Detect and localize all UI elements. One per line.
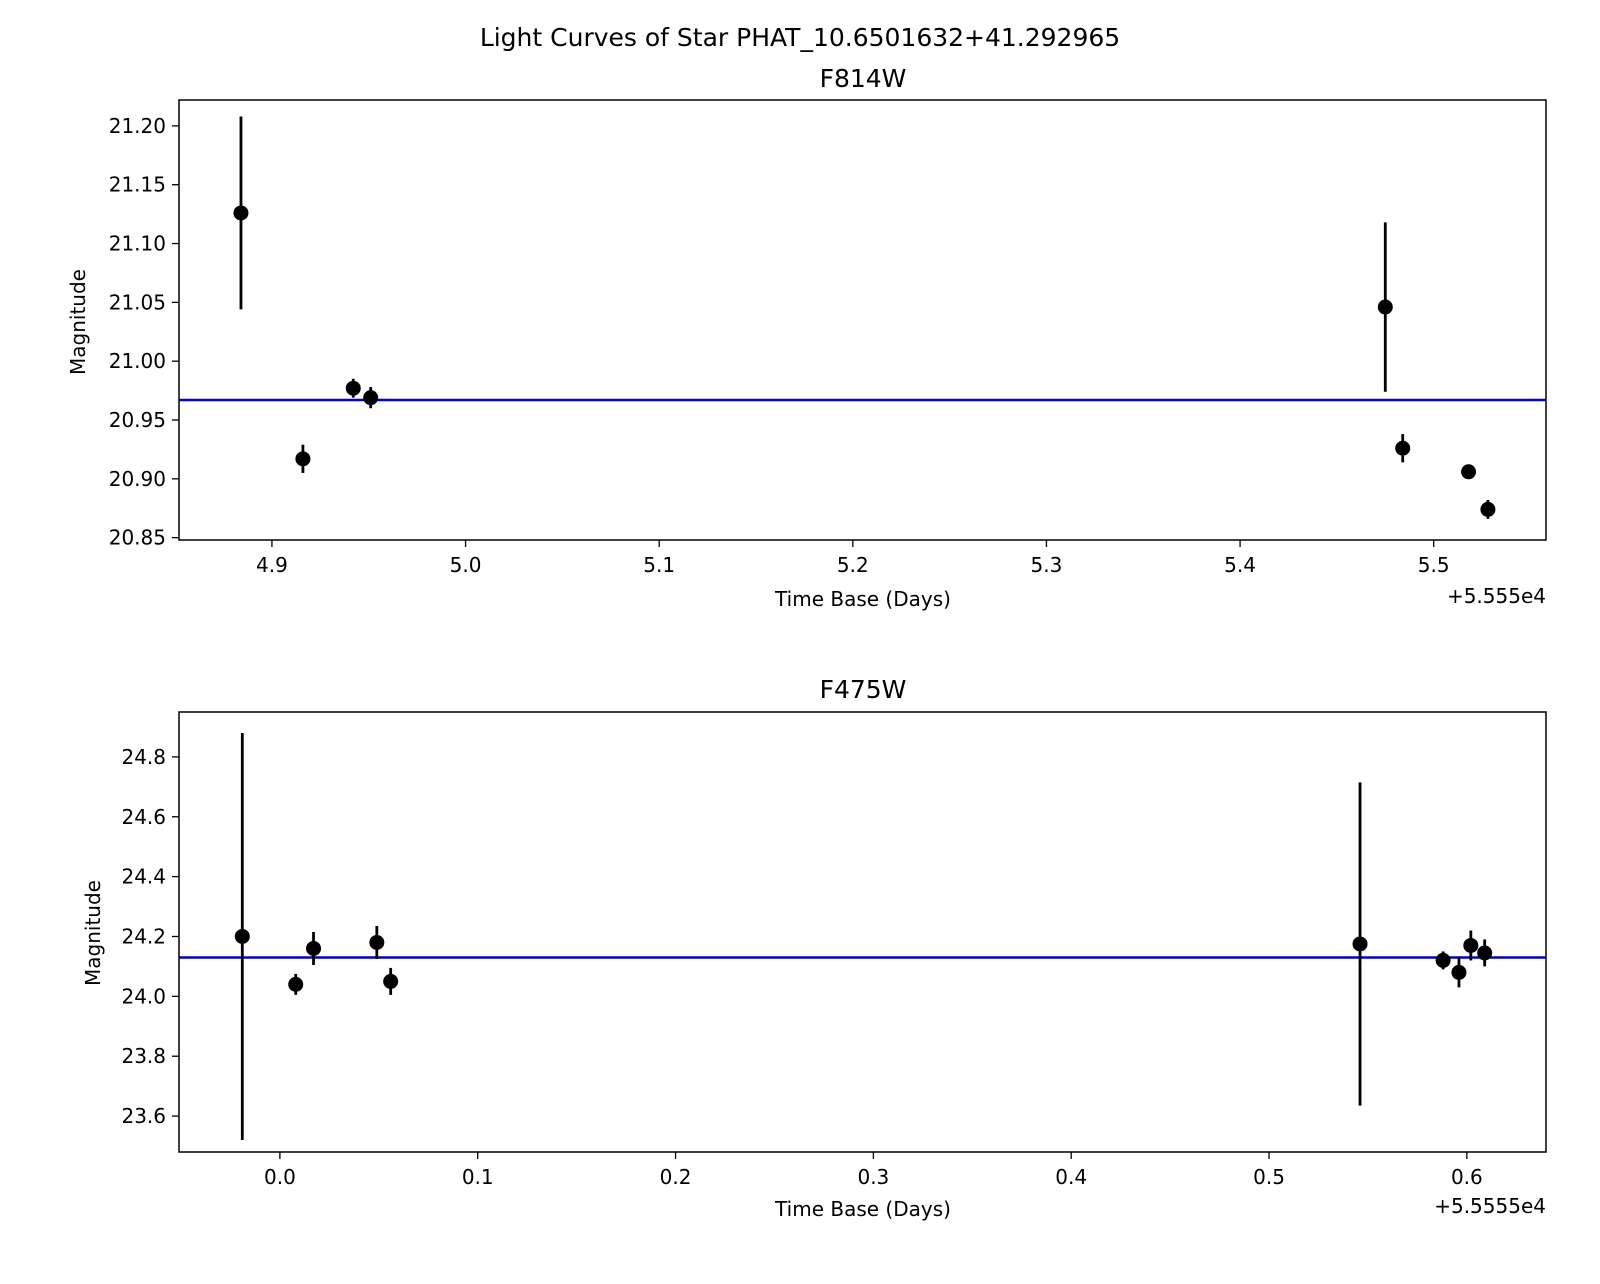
- f814w-xtick-label: 5.4: [1224, 553, 1256, 577]
- f475w-xlabel: Time Base (Days): [774, 1197, 951, 1221]
- f814w-ylabel: Magnitude: [66, 269, 90, 375]
- f814w-data-point: [1377, 299, 1393, 315]
- f814w-xtick-label: 5.1: [643, 553, 675, 577]
- f814w-ytick-label: 21.10: [109, 232, 166, 256]
- f814w-xlabel: Time Base (Days): [774, 587, 951, 611]
- f475w-ytick-label: 23.6: [121, 1104, 166, 1128]
- f475w-data-point: [369, 934, 385, 950]
- f475w-ytick-label: 24.2: [121, 924, 166, 948]
- f814w-xtick-label: 5.2: [837, 553, 869, 577]
- f814w-xtick-label: 4.9: [256, 553, 288, 577]
- f475w-ylabel: Magnitude: [81, 880, 105, 986]
- f814w-ytick-label: 20.90: [109, 467, 166, 491]
- f475w-xtick-label: 0.1: [462, 1165, 494, 1189]
- f814w-ytick-label: 20.95: [109, 408, 166, 432]
- f814w-xtick-label: 5.3: [1031, 553, 1063, 577]
- figure-title: Light Curves of Star PHAT_10.6501632+41.…: [480, 23, 1120, 52]
- f475w-data-point: [1352, 936, 1368, 952]
- f475w-xtick-label: 0.2: [660, 1165, 692, 1189]
- f814w-data-point: [233, 205, 249, 221]
- f475w-data-point: [1477, 945, 1493, 961]
- f475w-data-point: [234, 928, 250, 944]
- f814w-ytick-label: 21.20: [109, 114, 166, 138]
- f814w-axes-frame: [178, 99, 1547, 541]
- f814w-ytick-label: 21.05: [109, 290, 166, 314]
- f475w-ytick-label: 24.8: [121, 745, 166, 769]
- f475w-xtick-label: 0.5: [1253, 1165, 1285, 1189]
- f814w-data-point: [345, 380, 361, 396]
- f475w-data-point: [288, 976, 304, 992]
- f475w-data-point: [1435, 952, 1451, 968]
- f475w-xtick-label: 0.4: [1055, 1165, 1087, 1189]
- f475w-data-point: [383, 973, 399, 989]
- f814w-data-point: [1395, 440, 1411, 456]
- f814w-data-point: [295, 451, 311, 467]
- f475w-panel: F475W Time Base (Days) Magnitude +5.5555…: [81, 675, 1547, 1221]
- f475w-ytick-label: 24.0: [121, 984, 166, 1008]
- f475w-ytick-label: 23.8: [121, 1044, 166, 1068]
- f814w-x-offset: +5.555e4: [1447, 584, 1546, 608]
- f475w-ytick-label: 24.6: [121, 805, 166, 829]
- f475w-xtick-label: 0.0: [264, 1165, 296, 1189]
- f475w-axes-frame: [178, 711, 1547, 1153]
- f814w-xtick-label: 5.5: [1418, 553, 1450, 577]
- f475w-data-point: [1451, 964, 1467, 980]
- f814w-ytick-label: 21.00: [109, 349, 166, 373]
- f475w-ytick-label: 24.4: [121, 865, 166, 889]
- f475w-x-offset: +5.5555e4: [1434, 1194, 1546, 1218]
- f475w-data-point: [1463, 937, 1479, 953]
- f814w-data-point: [363, 390, 379, 406]
- f475w-xtick-label: 0.6: [1451, 1165, 1483, 1189]
- f814w-panel: F814W Time Base (Days) Magnitude +5.555e…: [66, 64, 1547, 611]
- f475w-data-point: [306, 940, 322, 956]
- f814w-title: F814W: [820, 64, 907, 93]
- f814w-data-point: [1480, 501, 1496, 517]
- f475w-xtick-label: 0.3: [857, 1165, 889, 1189]
- f814w-ytick-label: 21.15: [109, 173, 166, 197]
- f814w-data-point: [1461, 464, 1477, 480]
- f814w-ytick-label: 20.85: [109, 526, 166, 550]
- f814w-xtick-label: 5.0: [450, 553, 482, 577]
- f475w-title: F475W: [820, 675, 907, 704]
